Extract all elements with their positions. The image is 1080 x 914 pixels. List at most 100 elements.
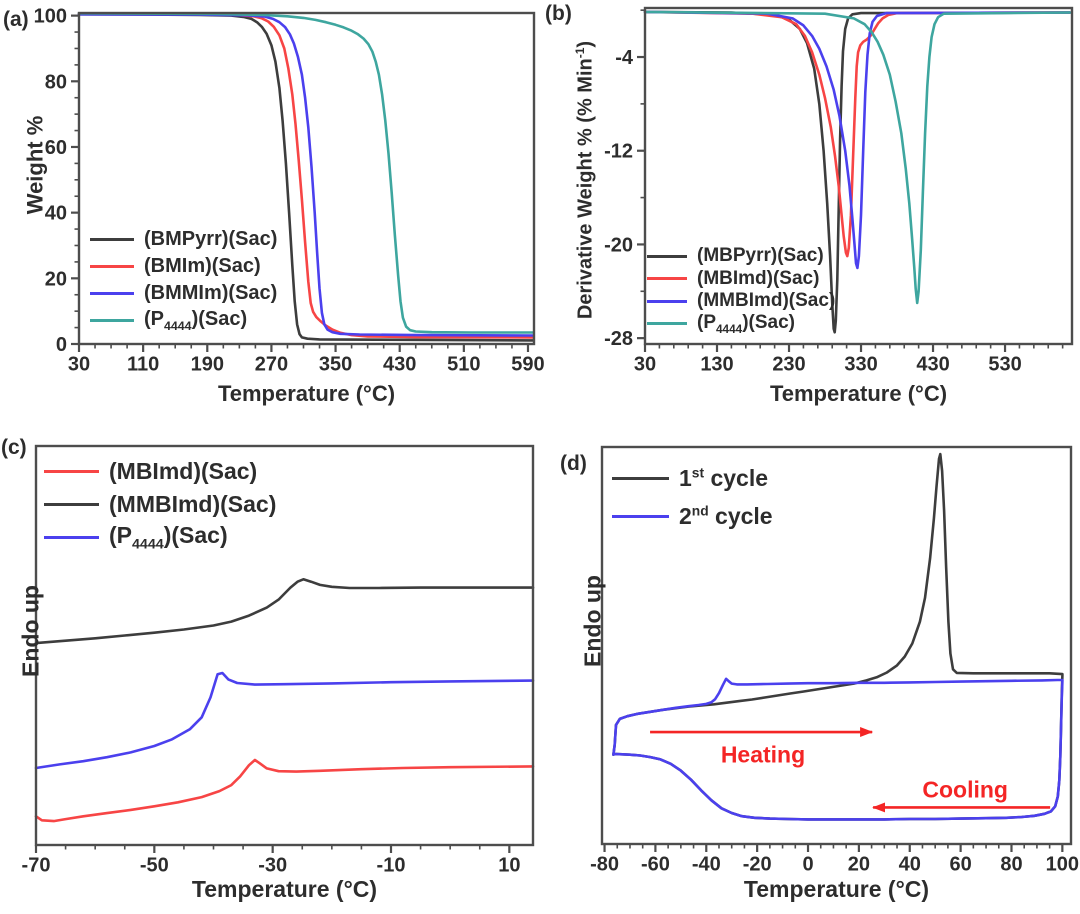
x-tick-label: 80 [1000, 854, 1022, 876]
legend-label: (P4444)(Sac) [144, 308, 248, 333]
legend-label: (P4444)(Sac) [109, 522, 228, 553]
legend-swatch [44, 536, 99, 539]
x-tick-label: 30 [634, 354, 656, 376]
legend-label: (MBImd)(Sac) [697, 267, 820, 289]
x-tick-label: 10 [498, 855, 520, 877]
legend-b: (MBPyrr)(Sac) (MBImd)(Sac) (MMBImd)(Sac) (P… [647, 245, 835, 336]
series-red-b [643, 10, 1072, 258]
x-tick-label: 510 [447, 354, 480, 376]
legend-label: (MMBImd)(Sac) [109, 491, 277, 517]
y-axis-label-b: Derivative Weight % (% Min-1) [573, 40, 597, 320]
legend-item: (MBImd)(Sac) [44, 455, 276, 488]
x-tick-label: 270 [255, 354, 288, 376]
series-red-c [34, 758, 535, 823]
legend-label: (MBPyrr)(Sac) [697, 245, 824, 267]
legend-label: (MMBImd)(Sac) [697, 290, 836, 312]
x-tick-label: 0 [802, 854, 813, 876]
x-axis-label-c: Temperature (°C) [191, 876, 378, 902]
legend-label: (MBImd)(Sac) [109, 458, 258, 484]
legend-item: (P4444)(Sac) [90, 307, 277, 334]
legend-item: (MBImd)(Sac) [647, 268, 835, 291]
y-axis-label-d: Endo up [579, 575, 606, 667]
annotation-heating: Heating [720, 741, 806, 768]
x-tick-label: -50 [140, 855, 169, 877]
plot-frame-d [600, 445, 1073, 846]
y-tick-label: 20 [45, 268, 67, 290]
x-tick-label: -10 [377, 855, 406, 877]
x-axis-label-a: Temperature (°C) [217, 381, 396, 406]
x-tick-label: -60 [641, 854, 670, 876]
x-tick-label: 230 [772, 354, 805, 376]
series-blue-a [77, 13, 535, 337]
legend-swatch [44, 503, 99, 506]
x-tick-label: 350 [319, 354, 352, 376]
plot-frame-c [34, 444, 535, 847]
x-tick-label: 110 [127, 354, 159, 376]
series-blue-d [612, 677, 1064, 821]
panel-b-letter: (b) [545, 2, 572, 25]
legend-label: 2nd cycle [679, 502, 773, 529]
panel-c-letter: (c) [1, 436, 27, 459]
y-tick-label: 80 [45, 71, 67, 93]
annotation-cooling: Cooling [922, 776, 1008, 803]
legend-label: (BMPyrr)(Sac) [144, 228, 278, 250]
y-tick-label: 60 [45, 137, 67, 159]
legend-a: (BMPyrr)(Sac) (BMIm)(Sac) (BMMIm)(Sac) (P44… [90, 226, 277, 334]
x-axis-label-b: Temperature (°C) [769, 381, 948, 406]
x-tick-label: 30 [68, 354, 90, 376]
y-tick-label: 100 [34, 6, 67, 28]
legend-item: 1st cycle [612, 459, 773, 497]
legend-d: 1st cycle 2nd cycle [612, 459, 773, 535]
series-teal-a [77, 12, 535, 334]
plot-frame-a [77, 11, 536, 346]
series-teal-b [643, 10, 1072, 305]
y-axis-label-c: Endo up [17, 585, 44, 677]
y-axis-label-a: Weight % [22, 115, 48, 215]
panel-a-letter: (a) [3, 8, 29, 31]
legend-label: (BMMIm)(Sac) [144, 282, 278, 304]
series-blue-b [643, 10, 1072, 270]
x-tick-label: -80 [590, 854, 619, 876]
legend-swatch [90, 292, 134, 295]
legend-item: (MBPyrr)(Sac) [647, 245, 835, 268]
x-tick-label: 430 [916, 354, 949, 376]
y-tick-label: -20 [604, 234, 633, 256]
legend-swatch [647, 277, 687, 281]
x-tick-label: 330 [844, 354, 877, 376]
x-tick-label: -30 [258, 855, 287, 877]
x-tick-label: -20 [743, 854, 772, 876]
series-red-a [77, 12, 535, 339]
y-tick-label: 40 [45, 203, 67, 225]
legend-label: 1st cycle [679, 464, 769, 491]
x-tick-label: 190 [191, 354, 224, 376]
x-tick-label: 40 [899, 854, 921, 876]
x-tick-label: 130 [700, 354, 733, 376]
legend-swatch [612, 514, 669, 518]
legend-swatch [647, 254, 687, 258]
legend-swatch [90, 319, 134, 322]
x-tick-label: 430 [383, 354, 416, 376]
y-tick-label: 0 [56, 334, 67, 356]
x-tick-label: 20 [848, 854, 870, 876]
series-blue-c [34, 671, 535, 770]
y-tick-label: -28 [604, 328, 633, 350]
y-tick-label: -4 [615, 47, 634, 69]
plot-frame-b [643, 6, 1074, 346]
legend-swatch [612, 476, 669, 480]
panel-d-letter: (d) [560, 452, 587, 475]
legend-swatch [90, 265, 134, 268]
x-tick-label: -70 [22, 855, 51, 877]
legend-item: (P4444)(Sac) [647, 311, 835, 336]
x-tick-label: 60 [949, 854, 971, 876]
legend-label: (BMIm)(Sac) [144, 255, 261, 277]
legend-swatch [44, 470, 99, 473]
x-tick-label: 530 [988, 354, 1021, 376]
legend-swatch [647, 322, 687, 326]
legend-item: (MMBImd)(Sac) [647, 290, 835, 313]
legend-label: (P4444)(Sac) [697, 311, 795, 336]
legend-item: (MMBImd)(Sac) [44, 488, 276, 521]
legend-c: (MBImd)(Sac) (MMBImd)(Sac) (P4444)(Sac) [44, 455, 276, 554]
legend-item: 2nd cycle [612, 497, 773, 535]
